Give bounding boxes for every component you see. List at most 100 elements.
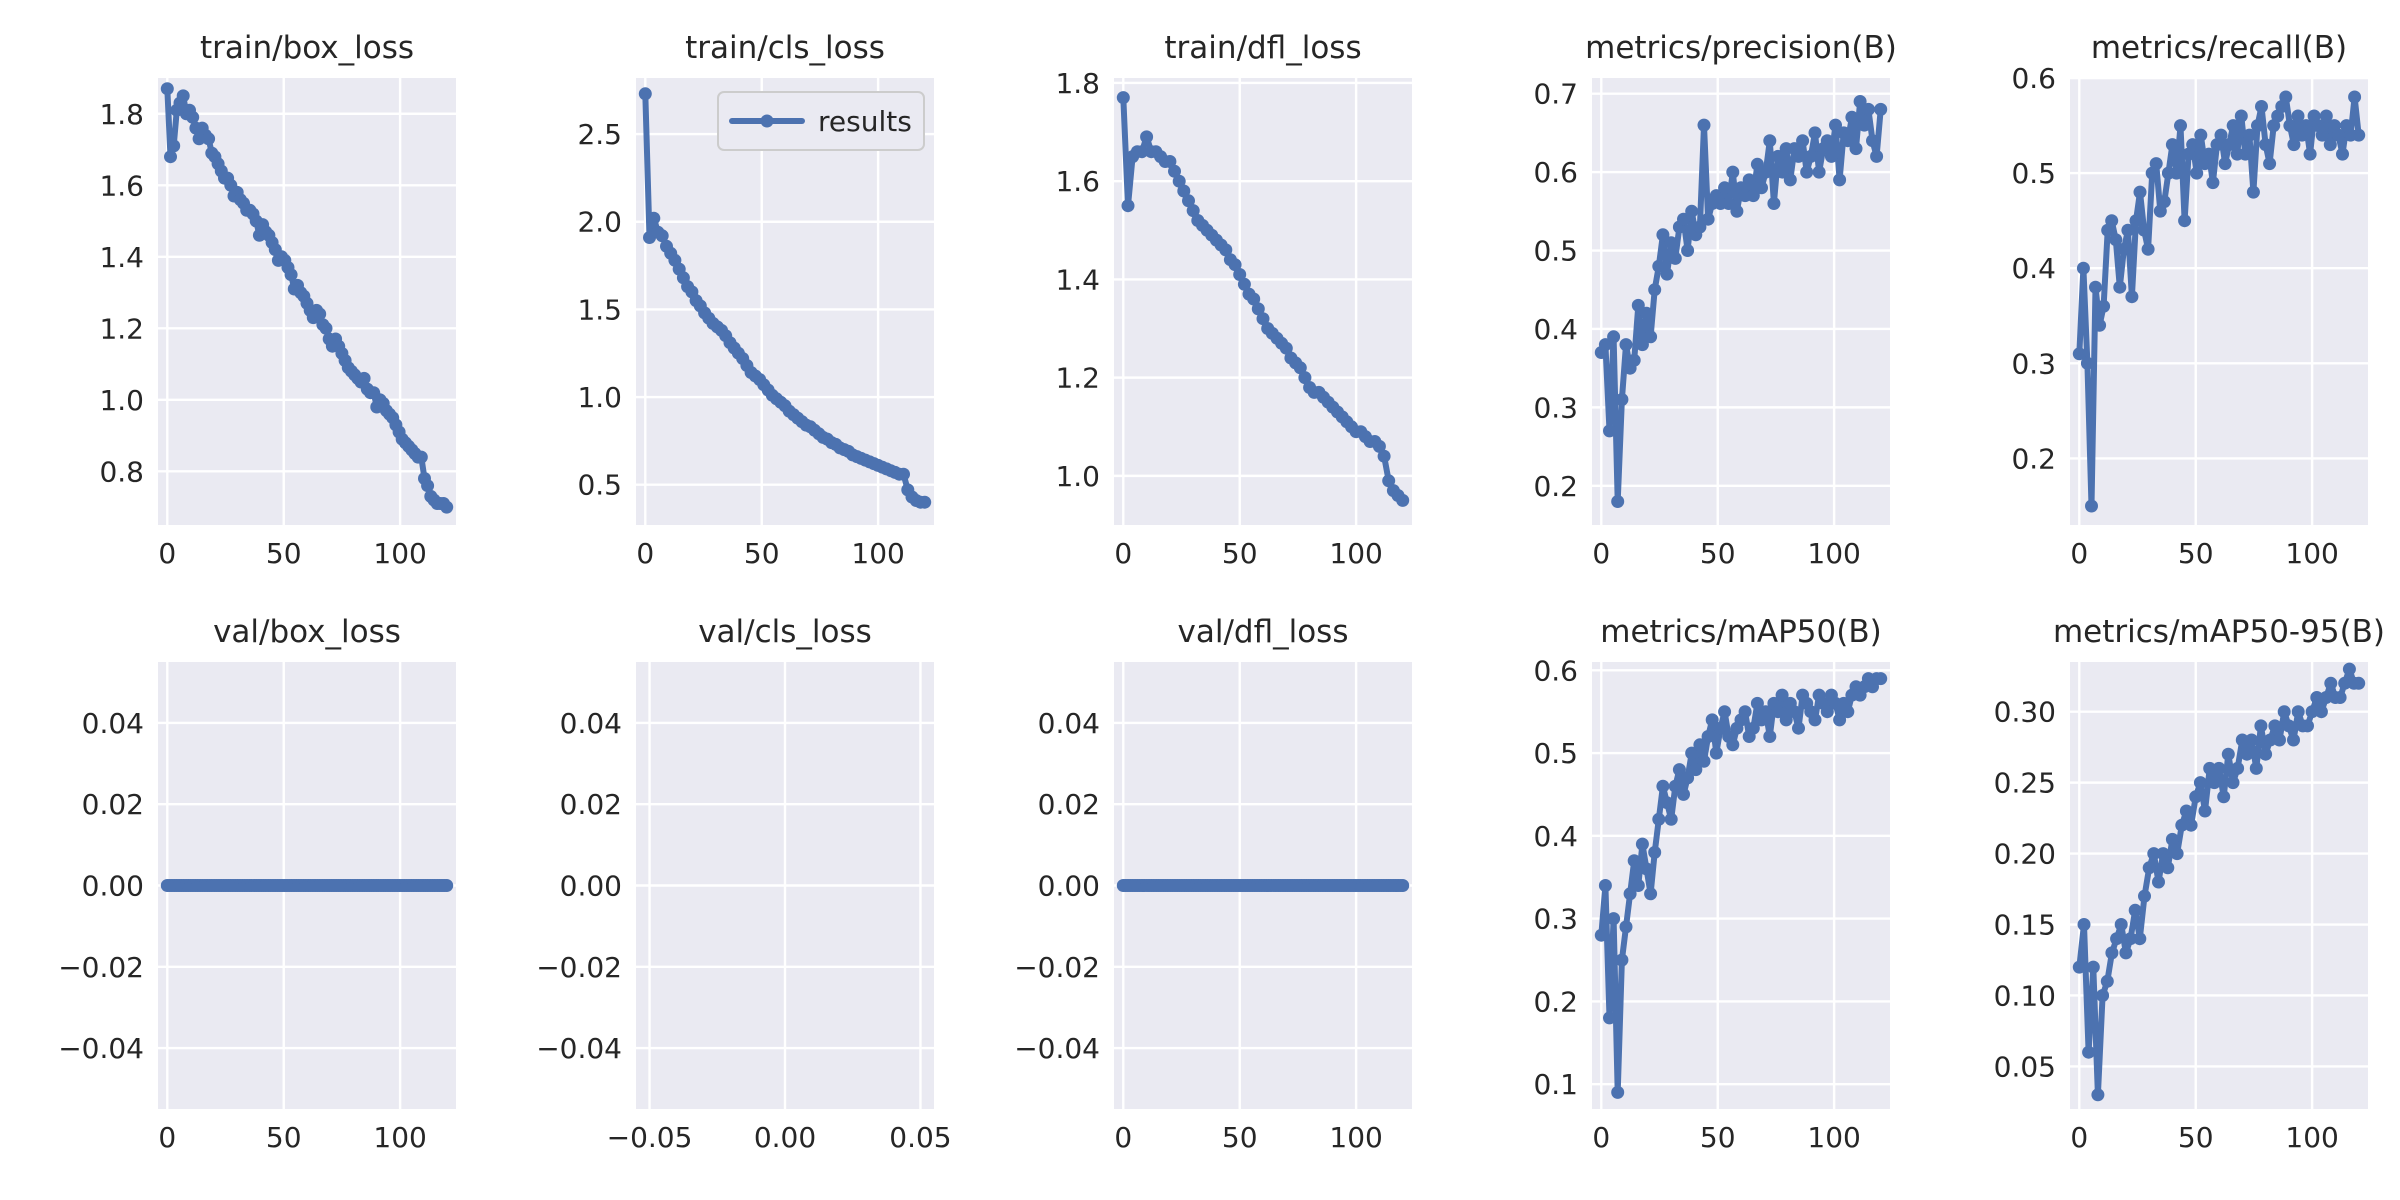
data-point <box>2207 776 2221 790</box>
data-point <box>2121 223 2135 237</box>
x-tick-label: 0 <box>158 537 176 570</box>
data-point <box>2178 214 2192 228</box>
x-tick-label: 0 <box>636 537 654 570</box>
data-point <box>2190 166 2204 180</box>
data-point <box>2251 119 2264 133</box>
y-tick-label: 1.8 <box>99 98 144 131</box>
data-point <box>1845 110 1859 124</box>
data-point <box>1714 721 1727 735</box>
data-point <box>1631 298 1645 312</box>
data-point <box>2117 242 2131 256</box>
data-point <box>1163 155 1177 168</box>
data-point <box>2342 662 2356 676</box>
x-tick-label: 50 <box>744 537 780 570</box>
data-point <box>2299 119 2313 133</box>
data-point <box>2314 705 2328 719</box>
data-point <box>2263 157 2277 171</box>
plot-area <box>2070 662 2368 1109</box>
panel-val-dfl-loss: 0 50 100 −0.04 −0.02 0.00 0.02 0.04 val/dfl_loss <box>1014 614 1412 1154</box>
x-tick-label: 100 <box>1807 537 1860 570</box>
data-point <box>2076 261 2090 275</box>
panel-title: train/cls_loss <box>685 30 885 66</box>
y-tick-label: 2.0 <box>577 206 622 239</box>
y-tick-label: 0.5 <box>1533 235 1578 268</box>
data-point <box>2226 119 2240 133</box>
data-point <box>2186 138 2200 152</box>
y-tick-label: 0.4 <box>1533 313 1578 346</box>
data-point <box>2323 138 2337 152</box>
panel-val-box-loss: 0 50 100 −0.04 −0.02 0.00 0.02 0.04 val/box_loss <box>58 614 456 1154</box>
data-point <box>1627 353 1641 367</box>
data-point <box>638 87 652 101</box>
data-point <box>1771 705 1785 719</box>
y-tick-label: 0.04 <box>82 707 144 740</box>
data-point <box>1648 283 1662 297</box>
data-point <box>1664 812 1678 826</box>
x-tick-label: 100 <box>851 537 904 570</box>
data-point <box>2105 214 2119 228</box>
data-point <box>2133 185 2147 199</box>
data-point <box>2348 90 2362 104</box>
data-point <box>1121 199 1135 213</box>
data-point <box>1140 130 1154 144</box>
legend-swatch-marker <box>760 114 774 128</box>
data-point <box>414 450 428 464</box>
data-point <box>2214 128 2228 142</box>
data-point <box>2352 676 2366 690</box>
data-point <box>2109 233 2123 247</box>
x-tick-label: 50 <box>266 537 302 570</box>
data-point <box>1664 236 1678 250</box>
y-tick-label: 2.5 <box>577 118 622 151</box>
data-point <box>1779 713 1793 727</box>
data-point <box>1796 134 1810 148</box>
data-point <box>1219 243 1233 257</box>
y-tick-label: 0.10 <box>1994 979 2056 1012</box>
data-point <box>2352 128 2366 142</box>
data-point <box>164 150 177 164</box>
data-point <box>2137 223 2151 237</box>
data-point <box>2149 157 2163 171</box>
data-point <box>1396 879 1410 892</box>
data-point <box>2174 119 2187 133</box>
data-point <box>2221 747 2235 761</box>
data-point <box>421 479 435 493</box>
data-point <box>2287 733 2300 747</box>
y-tick-label: 0.8 <box>99 455 144 488</box>
y-tick-label: 1.4 <box>99 241 144 274</box>
data-point <box>2082 1045 2096 1059</box>
data-point <box>1685 204 1699 218</box>
data-point <box>2279 90 2293 104</box>
y-tick-label: 0.3 <box>2011 347 2056 380</box>
data-point <box>2268 719 2282 733</box>
data-point <box>1681 771 1695 785</box>
y-tick-label: 0.05 <box>1994 1050 2056 1083</box>
data-point <box>2255 100 2268 113</box>
y-tick-label: 1.0 <box>1055 460 1100 493</box>
data-point <box>2161 861 2175 875</box>
data-point <box>2133 932 2147 946</box>
y-tick-label: 0.6 <box>2011 62 2056 95</box>
x-tick-label: 100 <box>1329 1121 1382 1154</box>
y-tick-label: −0.02 <box>1014 951 1100 984</box>
data-point <box>440 500 454 514</box>
panel-title: metrics/precision(B) <box>1585 30 1897 66</box>
y-tick-label: 0.00 <box>1038 870 1100 903</box>
data-point <box>2125 290 2139 304</box>
data-point <box>1722 197 1736 210</box>
data-point <box>2129 214 2143 228</box>
y-tick-label: 0.5 <box>577 469 622 502</box>
panel-title: metrics/mAP50(B) <box>1600 614 1881 650</box>
data-point <box>357 371 371 385</box>
data-point <box>2254 719 2268 733</box>
data-point <box>1382 474 1396 488</box>
y-tick-label: 0.6 <box>1533 654 1578 687</box>
y-tick-label: 0.3 <box>1533 391 1578 424</box>
data-point <box>313 307 327 321</box>
plot-area <box>636 78 934 525</box>
data-point <box>1635 837 1649 851</box>
data-point <box>1396 493 1410 507</box>
data-point <box>1820 705 1834 719</box>
y-tick-label: −0.02 <box>58 951 144 984</box>
data-point <box>2319 109 2333 123</box>
data-point <box>918 495 932 509</box>
